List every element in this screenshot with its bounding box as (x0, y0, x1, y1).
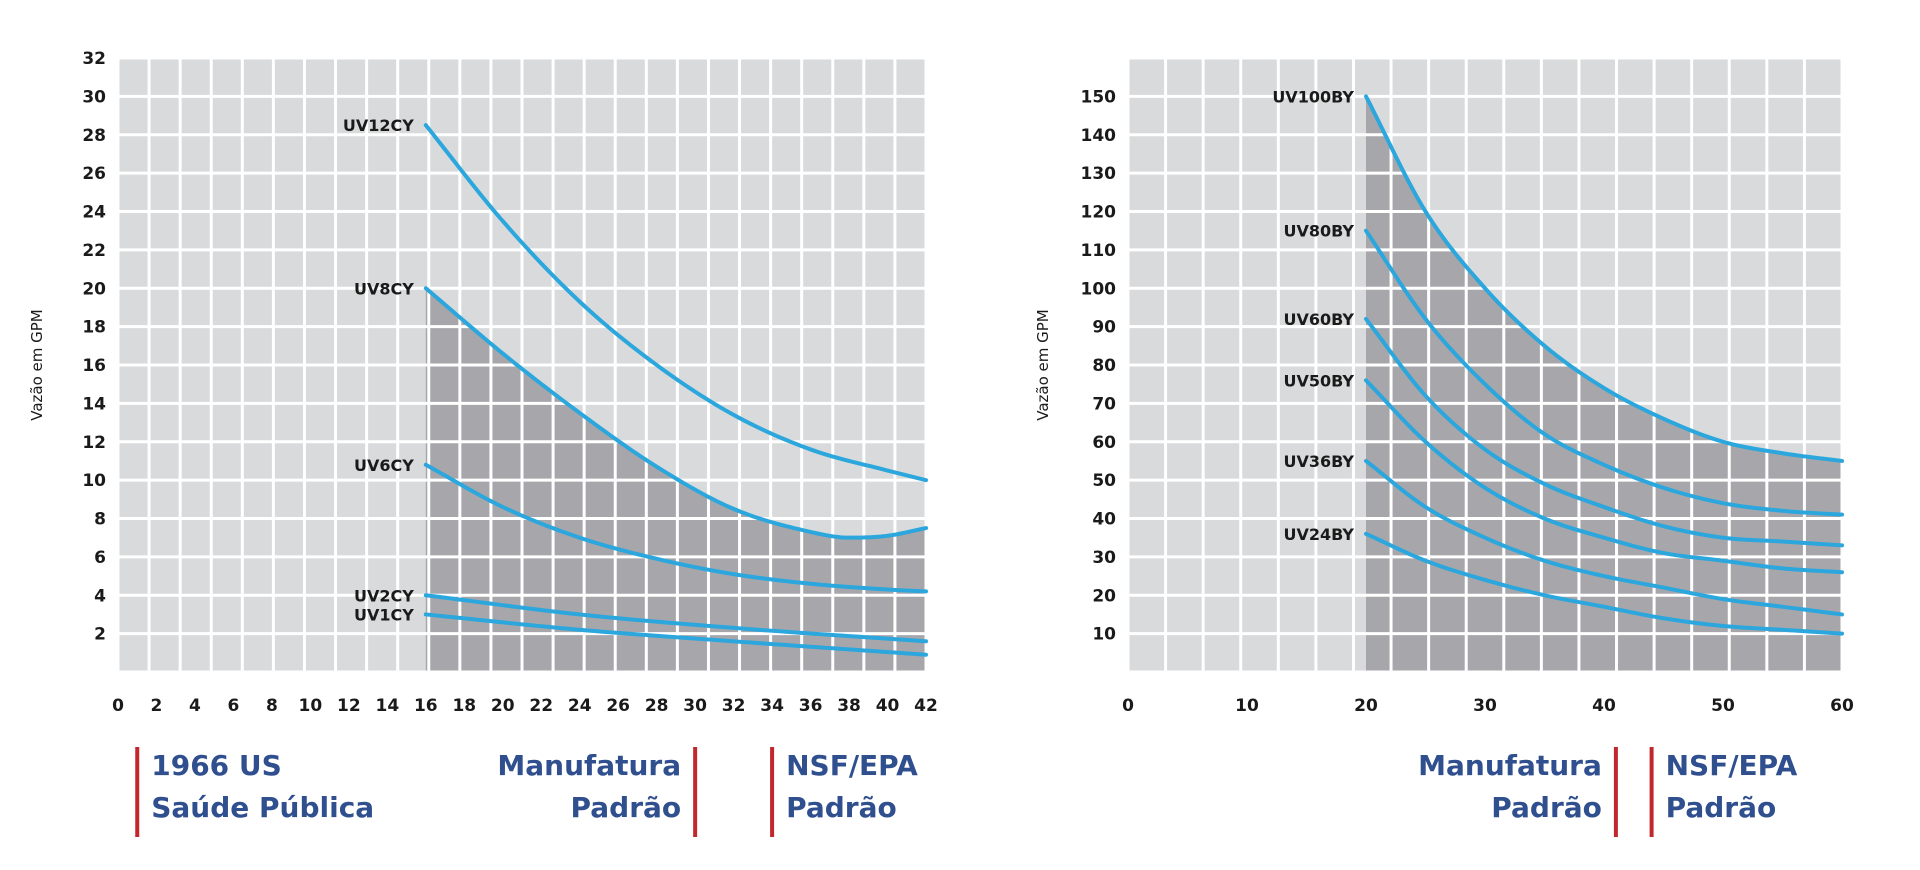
y-tick-label: 32 (82, 49, 106, 69)
x-tick-label: 14 (375, 696, 399, 716)
series-label-uv6cy: UV6CY (354, 456, 414, 475)
y-tick-label: 60 (1092, 433, 1116, 453)
series-label-uv12cy: UV12CY (343, 116, 414, 135)
y-tick-label: 2 (94, 625, 106, 645)
y-tick-label: 150 (1081, 87, 1117, 107)
x-tick-label: 10 (299, 696, 323, 716)
y-tick-label: 20 (82, 279, 106, 299)
shaded-compliance-area (1366, 96, 1842, 672)
series-label-uv80by: UV80BY (1283, 222, 1354, 241)
y-tick-label: 12 (82, 433, 106, 453)
y-tick-label: 6 (94, 548, 106, 568)
y-tick-label: 22 (82, 241, 106, 261)
series-line-uv60by (1364, 316, 1844, 548)
y-tick-label: 140 (1081, 126, 1117, 146)
x-tick-label: 42 (914, 696, 938, 716)
standard-label-line2: Padrão (570, 791, 681, 824)
y-axis-label: Vazão em GPM (28, 309, 46, 421)
x-tick-label: 2 (151, 696, 163, 716)
y-tick-label: 14 (82, 394, 106, 414)
x-tick-label: 20 (491, 696, 515, 716)
x-tick-label: 6 (228, 696, 240, 716)
y-tick-label: 20 (1092, 586, 1116, 606)
x-tick-label: 34 (760, 696, 784, 716)
x-tick-label: 30 (1473, 696, 1497, 716)
x-tick-label: 50 (1711, 696, 1735, 716)
y-tick-label: 110 (1081, 241, 1117, 261)
x-tick-label: 10 (1235, 696, 1259, 716)
y-tick-label: 18 (82, 318, 106, 338)
y-tick-label: 28 (82, 126, 106, 146)
y-tick-label: 40 (1092, 510, 1116, 530)
y-tick-label: 130 (1081, 164, 1117, 184)
y-tick-label: 4 (94, 586, 106, 606)
x-tick-label: 26 (606, 696, 630, 716)
y-tick-label: 90 (1092, 318, 1116, 338)
series-line-uv80by (1364, 228, 1844, 517)
x-tick-label: 0 (112, 696, 124, 716)
x-tick-label: 32 (722, 696, 746, 716)
standard-label-line1: 1966 US (151, 749, 282, 782)
series-line-uv24by (1364, 531, 1844, 636)
y-axis-label: Vazão em GPM (1034, 309, 1052, 421)
x-tick-label: 30 (683, 696, 707, 716)
standard-label-line2: Saúde Pública (151, 791, 374, 824)
x-tick-label: 40 (876, 696, 900, 716)
y-tick-label: 8 (94, 510, 106, 530)
x-tick-label: 18 (452, 696, 476, 716)
x-tick-label: 4 (189, 696, 201, 716)
y-tick-label: 26 (82, 164, 106, 184)
x-tick-label: 16 (414, 696, 438, 716)
series-label-uv2cy: UV2CY (354, 586, 414, 605)
series-line-uv36by (1364, 458, 1844, 617)
y-tick-label: 16 (82, 356, 106, 376)
chart-left: UV12CYUV8CYUV6CYUV2CYUV1CY24681012141618… (28, 49, 938, 837)
y-tick-label: 10 (82, 471, 106, 491)
series-label-uv8cy: UV8CY (354, 279, 414, 298)
series-line-uv12cy (423, 123, 928, 483)
x-tick-label: 36 (799, 696, 823, 716)
series-label-uv36by: UV36BY (1283, 452, 1354, 471)
x-tick-label: 40 (1592, 696, 1616, 716)
x-tick-label: 38 (837, 696, 861, 716)
series-line-uv100by (1364, 94, 1844, 463)
y-tick-label: 70 (1092, 394, 1116, 414)
series-label-uv50by: UV50BY (1283, 371, 1354, 390)
y-tick-label: 30 (82, 87, 106, 107)
x-tick-label: 0 (1122, 696, 1134, 716)
series-line-uv8cy (423, 286, 928, 540)
series-line-uv50by (1364, 378, 1844, 575)
x-tick-label: 8 (266, 696, 278, 716)
y-tick-label: 100 (1081, 279, 1117, 299)
x-tick-label: 24 (568, 696, 592, 716)
x-tick-label: 28 (645, 696, 669, 716)
series-line-uv2cy (423, 593, 928, 644)
x-tick-label: 12 (337, 696, 361, 716)
series-label-uv60by: UV60BY (1283, 310, 1354, 329)
x-tick-label: 60 (1830, 696, 1854, 716)
series-label-uv100by: UV100BY (1272, 87, 1354, 106)
y-tick-label: 24 (82, 203, 106, 223)
y-tick-label: 120 (1081, 203, 1117, 223)
chart-right: UV100BY UV80BY UV60BY UV50BY UV36BY UV24BY 10 2… (1034, 56, 1854, 837)
standard-label-line2: Padrão (786, 791, 897, 824)
y-tick-label: 10 (1092, 625, 1116, 645)
standard-label-line2: Padrão (1491, 791, 1602, 824)
series-label-uv1cy: UV1CY (354, 605, 414, 624)
standard-label-line2: Padrão (1666, 791, 1777, 824)
standard-label-line1: Manufatura (497, 749, 681, 782)
series-line-uv6cy (423, 462, 928, 594)
x-tick-label: 22 (529, 696, 553, 716)
standard-label-line1: NSF/EPA (1666, 749, 1798, 782)
x-tick-label: 20 (1354, 696, 1378, 716)
y-tick-label: 50 (1092, 471, 1116, 491)
series-line-uv1cy (423, 612, 928, 657)
y-tick-label: 30 (1092, 548, 1116, 568)
series-label-uv24by: UV24BY (1283, 525, 1354, 544)
y-tick-label: 80 (1092, 356, 1116, 376)
standard-label-line1: Manufatura (1418, 749, 1602, 782)
standard-label-line1: NSF/EPA (786, 749, 918, 782)
